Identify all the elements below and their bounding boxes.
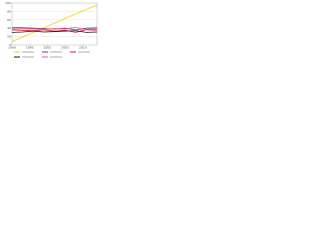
y-tick-label: 80	[7, 9, 11, 13]
legend-text-placeholder	[22, 56, 34, 58]
y-tick-label: 0	[9, 43, 11, 47]
legend-text-placeholder	[22, 51, 34, 53]
y-tick-label: 20	[7, 35, 11, 39]
x-tick-label: 1995	[26, 46, 34, 50]
legend-text-placeholder	[78, 51, 90, 53]
legend-text-placeholder	[50, 56, 62, 58]
y-tick-label: 100	[5, 1, 11, 5]
x-tick-label: 2010	[79, 46, 87, 50]
plot-frame	[11, 2, 98, 46]
series-line	[11, 4, 98, 43]
x-tick-label: 2000	[44, 46, 52, 50]
x-tick-label: 2005	[61, 46, 69, 50]
series-line	[11, 26, 98, 31]
chart: 0 20 40 60 80 100 1990 1995 2000 2005 2010	[5, 1, 98, 58]
series-line	[11, 28, 98, 33]
legend-text-placeholder	[50, 51, 62, 53]
y-tick-label: 40	[7, 26, 11, 30]
series-line	[11, 30, 98, 33]
x-tick-label: 1990	[8, 46, 16, 50]
y-tick-label: 60	[7, 18, 11, 22]
